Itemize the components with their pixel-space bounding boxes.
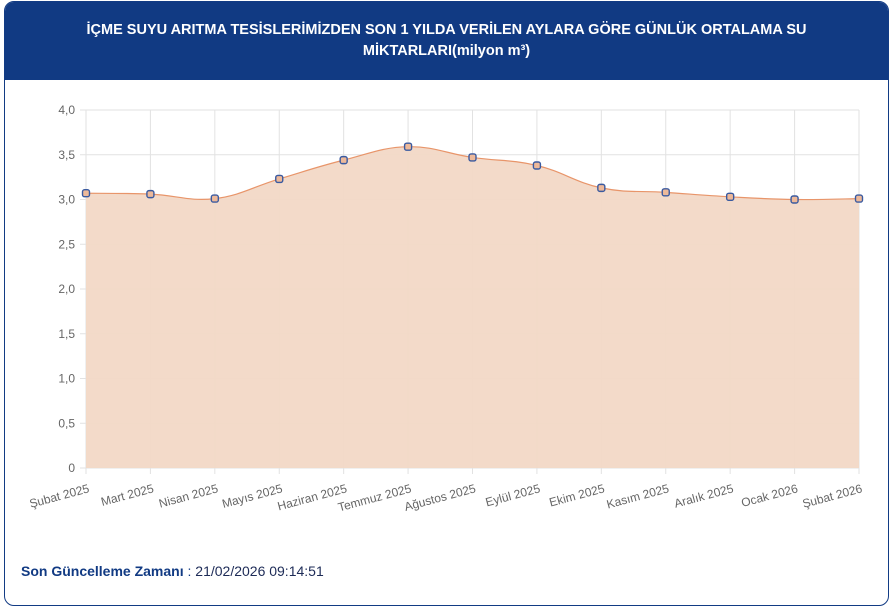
area-fill: [86, 146, 859, 468]
x-tick-label: Ocak 2026: [740, 481, 800, 510]
y-tick-label: 0,5: [58, 416, 75, 430]
chart-title: İÇME SUYU ARITMA TESİSLERİMİZDEN SON 1 Y…: [5, 2, 888, 80]
data-point: [854, 194, 864, 203]
y-tick-label: 3,0: [58, 193, 75, 207]
x-tick-label: Ekim 2025: [548, 481, 607, 509]
last-update-separator: :: [183, 563, 196, 579]
y-tick-label: 0: [68, 461, 75, 475]
last-update-label: Son Güncelleme Zamanı: [21, 563, 184, 579]
x-tick-label: Kasım 2025: [605, 481, 671, 511]
data-point: [790, 195, 799, 204]
data-point: [725, 192, 735, 202]
y-tick-label: 4,0: [58, 103, 75, 117]
x-tick-label: Mayıs 2025: [220, 481, 284, 511]
y-tick-label: 3,5: [58, 148, 75, 162]
x-tick-label: Aralık 2025: [673, 481, 736, 510]
data-point: [468, 153, 477, 162]
x-tick-label: Şubat 2025: [28, 481, 91, 510]
y-tick-label: 1,5: [58, 327, 75, 341]
data-point: [339, 155, 348, 165]
x-tick-label: Şubat 2026: [801, 481, 864, 510]
data-point: [403, 142, 413, 151]
data-point: [210, 194, 220, 203]
data-point: [81, 189, 91, 198]
data-point: [661, 188, 670, 197]
x-tick-label: Temmuz 2025: [336, 481, 413, 514]
x-tick-label: Ağustos 2025: [403, 481, 478, 514]
y-tick-label: 2,5: [58, 237, 75, 251]
x-tick-label: Eylül 2025: [484, 481, 542, 509]
last-update-value: 21/02/2026 09:14:51: [195, 563, 324, 579]
last-update: Son Güncelleme Zamanı : 21/02/2026 09:14…: [21, 563, 324, 579]
data-point: [275, 174, 284, 184]
y-tick-label: 2,0: [58, 282, 75, 296]
x-tick-label: Nisan 2025: [157, 481, 220, 510]
data-point: [532, 161, 542, 170]
y-tick-label: 1,0: [58, 372, 75, 386]
data-point: [146, 189, 155, 199]
x-tick-label: Mart 2025: [99, 481, 155, 509]
data-point: [597, 183, 606, 193]
